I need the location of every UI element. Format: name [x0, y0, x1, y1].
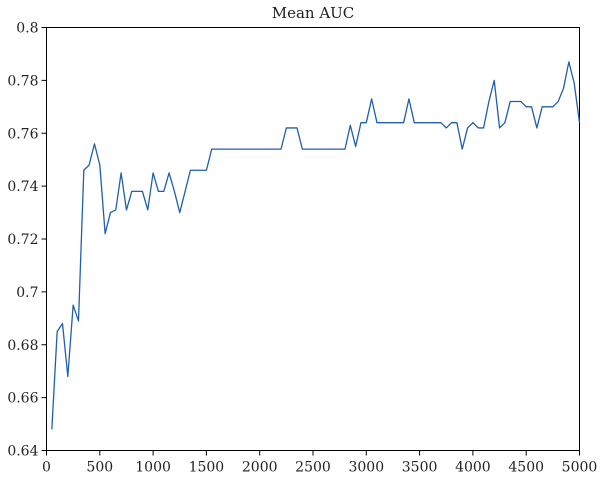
y-axis: 0.64 0.66 0.68 0.7 0.72 0.74 0.76 0.78 0.8 — [7, 21, 47, 460]
x-tick-label: 3000 — [348, 460, 384, 476]
x-tick-label: 500 — [86, 460, 113, 476]
x-tick-label: 1000 — [135, 460, 171, 476]
y-tick-label: 0.74 — [7, 179, 38, 195]
x-axis: 0 500 1000 1500 2000 2500 3000 3500 4000 4500 5000 — [42, 450, 598, 476]
plot-frame — [46, 27, 580, 451]
plot-area — [46, 27, 581, 451]
y-tick-label: 0.66 — [7, 391, 38, 407]
chart-title: Mean AUC — [272, 4, 355, 22]
y-tick-label: 0.68 — [7, 338, 38, 354]
y-tick-label: 0.64 — [7, 444, 38, 460]
series-line-mean-auc — [51, 61, 581, 430]
x-tick-label: 0 — [42, 460, 51, 476]
x-tick-label: 2500 — [295, 460, 331, 476]
y-tick-label: 0.76 — [7, 126, 38, 142]
x-tick-label: 2000 — [242, 460, 278, 476]
x-tick-label: 4500 — [508, 460, 544, 476]
y-tick-label: 0.8 — [16, 21, 38, 37]
y-tick-label: 0.7 — [16, 285, 38, 301]
y-tick-label: 0.72 — [7, 232, 38, 248]
x-tick-label: 4000 — [455, 460, 491, 476]
x-tick-label: 5000 — [562, 460, 598, 476]
x-tick-label: 1500 — [189, 460, 225, 476]
x-tick-label: 3500 — [402, 460, 438, 476]
y-tick-label: 0.78 — [7, 73, 38, 89]
